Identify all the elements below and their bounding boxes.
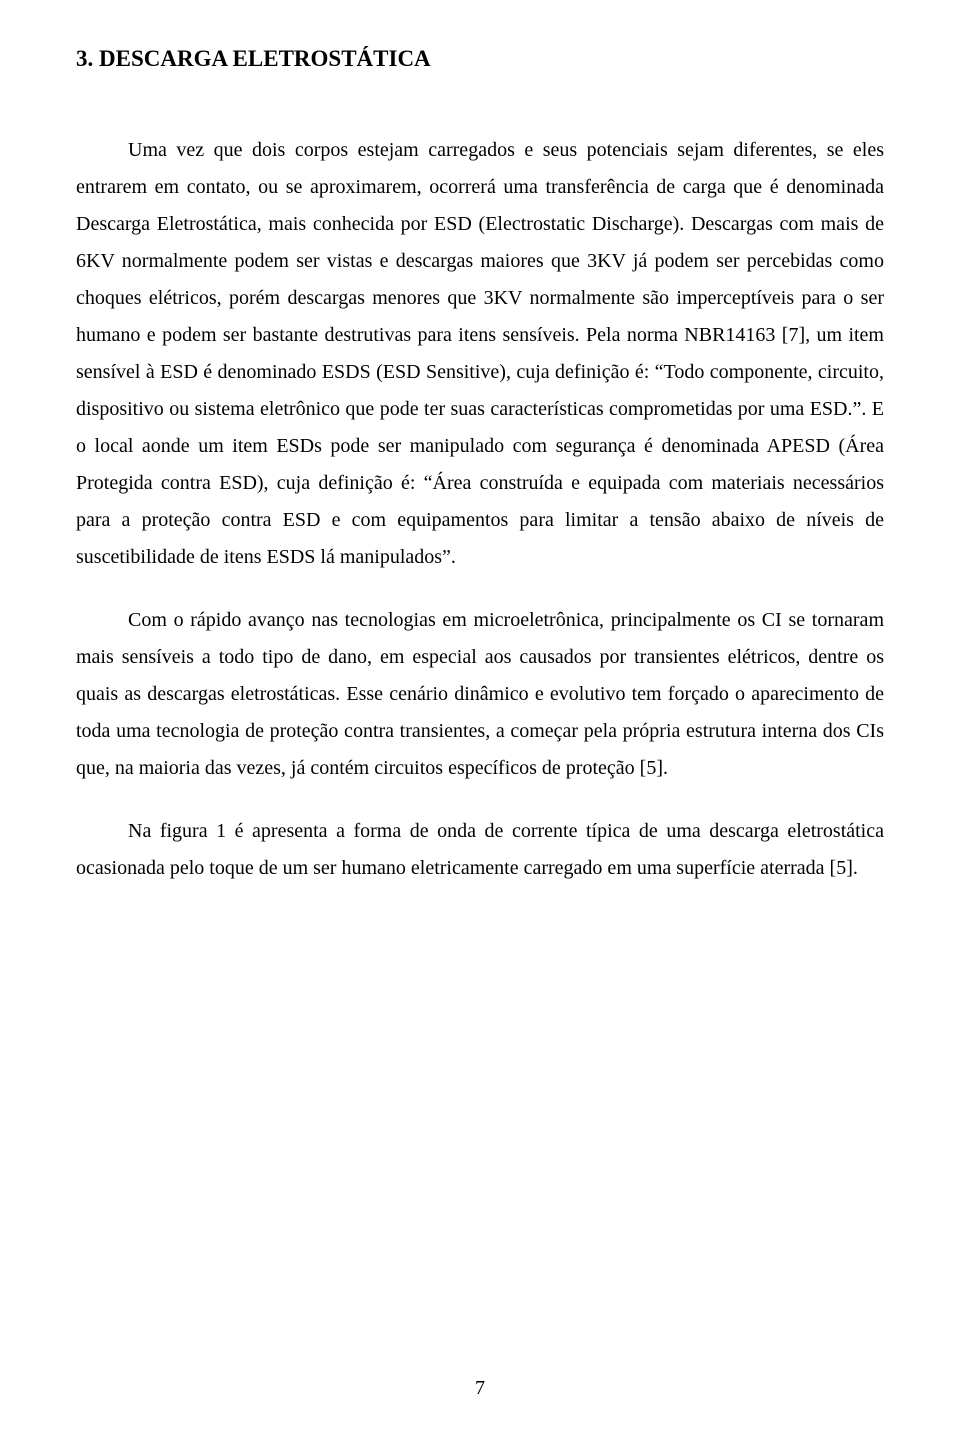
- paragraph-2: Com o rápido avanço nas tecnologias em m…: [76, 602, 884, 787]
- paragraph-3: Na figura 1 é apresenta a forma de onda …: [76, 813, 884, 887]
- document-page: 3. DESCARGA ELETROSTÁTICA Uma vez que do…: [0, 0, 960, 1430]
- paragraph-1: Uma vez que dois corpos estejam carregad…: [76, 132, 884, 576]
- page-number: 7: [0, 1377, 960, 1400]
- section-heading: 3. DESCARGA ELETROSTÁTICA: [76, 46, 884, 72]
